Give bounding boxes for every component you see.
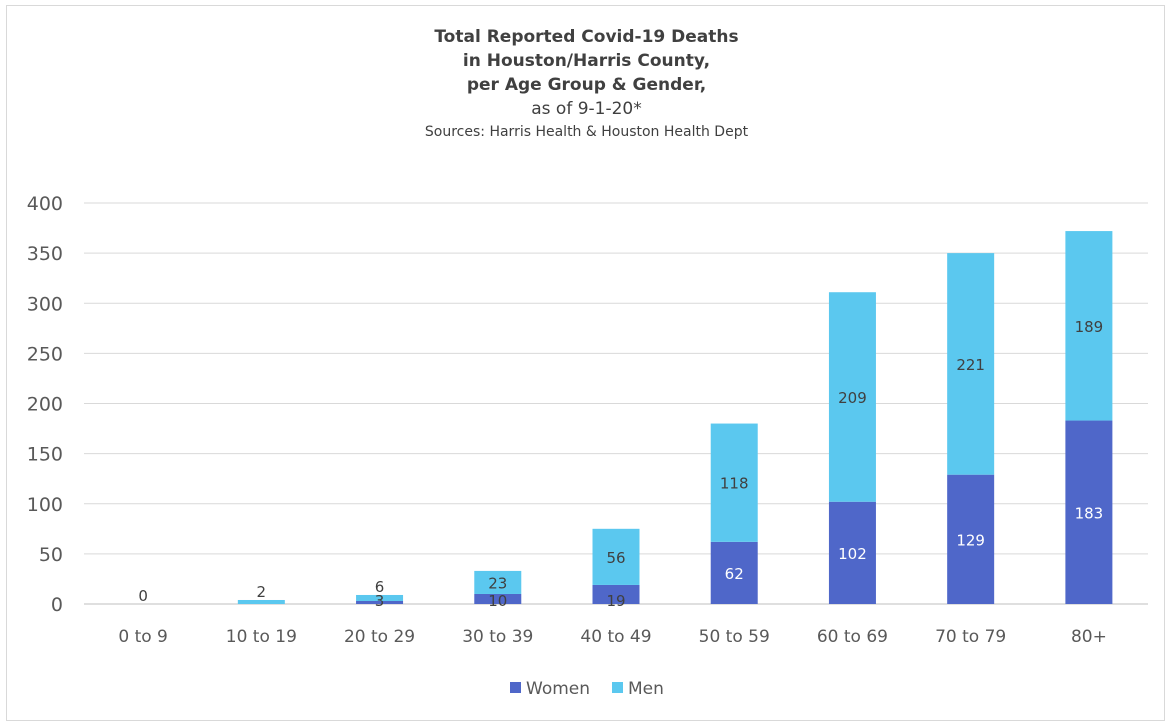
x-tick-label: 10 to 19 (226, 627, 297, 647)
women-data-label: 102 (838, 545, 867, 563)
men-data-label: 2 (257, 583, 267, 601)
x-tick-label: 70 to 79 (935, 627, 1006, 647)
men-data-label: 0 (138, 587, 148, 605)
women-data-label: 3 (375, 592, 385, 610)
y-tick-label: 200 (27, 394, 63, 416)
chart-title-line-1: Total Reported Covid-19 Deaths (434, 27, 739, 47)
men-data-label: 189 (1075, 318, 1104, 336)
women-bar (947, 474, 995, 604)
men-bar (1065, 231, 1113, 421)
women-legend-swatch (510, 682, 521, 693)
x-tick-label: 80+ (1071, 627, 1107, 647)
men-bar (592, 528, 640, 585)
women-data-label: 19 (606, 592, 625, 610)
women-bar (828, 501, 876, 604)
legend: Women Men (510, 679, 664, 699)
y-tick-label: 100 (27, 494, 63, 516)
x-tick-label: 30 to 39 (462, 627, 533, 647)
women-bar (592, 584, 640, 604)
women-legend-label: Women (526, 679, 590, 699)
x-tick-label: 20 to 29 (344, 627, 415, 647)
chart-title-date: as of 9-1-20* (531, 99, 642, 119)
y-tick-label: 250 (27, 343, 63, 365)
women-data-label: 129 (956, 531, 985, 549)
men-bar (356, 594, 404, 601)
men-data-label: 56 (606, 549, 625, 567)
chart-subtitle-sources: Sources: Harris Health & Houston Health … (424, 124, 749, 140)
men-legend-swatch (612, 682, 623, 693)
men-bar (237, 599, 285, 604)
x-tick-label: 60 to 69 (817, 627, 888, 647)
women-bar (710, 541, 758, 604)
men-data-label: 23 (488, 574, 507, 592)
y-tick-label: 400 (27, 193, 63, 215)
women-data-label: 62 (725, 565, 744, 583)
men-bar (710, 423, 758, 542)
men-bar (474, 570, 522, 594)
x-axis-ticks: 0 to 9 10 to 19 20 to 29 30 to 39 40 to 49 50… (118, 627, 1106, 647)
y-tick-label: 350 (27, 243, 63, 265)
women-data-label: 10 (488, 592, 507, 610)
chart-title-line-3: per Age Group & Gender, (466, 75, 707, 95)
men-data-label: 221 (956, 356, 985, 374)
men-data-label: 6 (375, 578, 385, 596)
women-bar (356, 600, 404, 604)
x-tick-label: 40 to 49 (580, 627, 651, 647)
y-tick-label: 300 (27, 293, 63, 315)
men-bar (947, 253, 995, 475)
men-data-label: 209 (838, 389, 867, 407)
women-bar (1065, 420, 1113, 604)
men-legend-label: Men (628, 679, 664, 699)
y-tick-label: 150 (27, 444, 63, 466)
x-tick-label: 50 to 59 (699, 627, 770, 647)
men-bar (828, 292, 876, 502)
y-axis-ticks: 0 50 100 150 200 250 300 350 400 (27, 193, 63, 616)
women-data-label: 183 (1075, 504, 1104, 522)
chart-title-line-2: in Houston/Harris County, (462, 51, 711, 71)
men-data-label: 118 (720, 475, 749, 493)
bars (237, 231, 1113, 604)
women-bar (474, 593, 522, 604)
y-tick-label: 50 (39, 544, 63, 566)
x-tick-label: 0 to 9 (118, 627, 168, 647)
y-tick-label: 0 (51, 594, 63, 616)
